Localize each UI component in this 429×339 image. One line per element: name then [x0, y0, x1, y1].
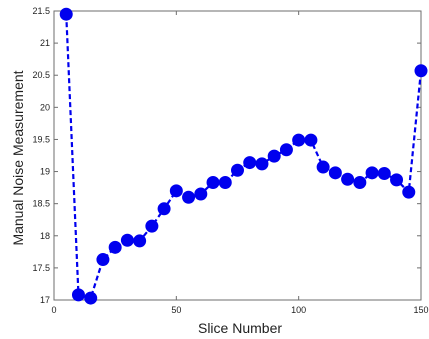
data-points-layer — [59, 7, 428, 305]
data-point — [145, 219, 159, 233]
data-point — [59, 7, 73, 21]
y-tick-label: 18 — [40, 231, 50, 241]
data-point — [304, 133, 318, 147]
x-tick-label: 150 — [413, 305, 428, 315]
x-tick-label: 0 — [51, 305, 56, 315]
data-point — [365, 166, 379, 180]
data-point — [316, 160, 330, 174]
y-tick-label: 21 — [40, 38, 50, 48]
x-axis-title: Slice Number — [198, 320, 282, 336]
y-axis-title: Manual Noise Measurement — [10, 70, 26, 245]
data-point — [194, 187, 208, 201]
y-tick-label: 17.5 — [32, 263, 50, 273]
data-point — [255, 157, 269, 171]
axis-labels-layer: Slice Number Manual Noise Measurement — [10, 70, 282, 336]
data-point — [84, 291, 98, 305]
data-point — [267, 149, 281, 163]
data-point — [231, 163, 244, 177]
data-point — [96, 253, 110, 267]
data-point — [341, 172, 355, 186]
data-point — [402, 185, 416, 199]
data-point — [279, 143, 293, 157]
y-tick-label: 20.5 — [32, 70, 50, 80]
axes: 0 50 100 150 17 17.5 18 18.5 19 19.5 20 20.5 21 21.5 — [32, 6, 428, 315]
y-tick-label: 17 — [40, 295, 50, 305]
data-point — [71, 288, 85, 302]
y-tick-label: 20 — [40, 102, 50, 112]
plot-frame — [53, 10, 422, 301]
data-point — [390, 173, 404, 187]
y-tick-label: 19.5 — [32, 134, 50, 144]
y-tick-label: 21.5 — [32, 6, 50, 16]
y-tick-label: 18.5 — [32, 199, 50, 209]
data-point — [169, 184, 183, 198]
x-tick-label: 50 — [171, 305, 181, 315]
data-point — [292, 133, 306, 147]
data-point — [243, 156, 257, 170]
data-point — [206, 175, 220, 189]
data-point — [157, 202, 171, 216]
x-tick-label: 100 — [291, 305, 306, 315]
data-point — [353, 175, 367, 189]
data-point — [182, 190, 196, 204]
data-point — [377, 166, 391, 180]
data-point — [133, 234, 147, 248]
data-point — [218, 175, 232, 189]
data-point — [414, 64, 428, 78]
data-point — [328, 166, 342, 180]
data-point — [120, 233, 134, 247]
y-tick-label: 19 — [40, 167, 50, 177]
data-point — [108, 240, 122, 254]
